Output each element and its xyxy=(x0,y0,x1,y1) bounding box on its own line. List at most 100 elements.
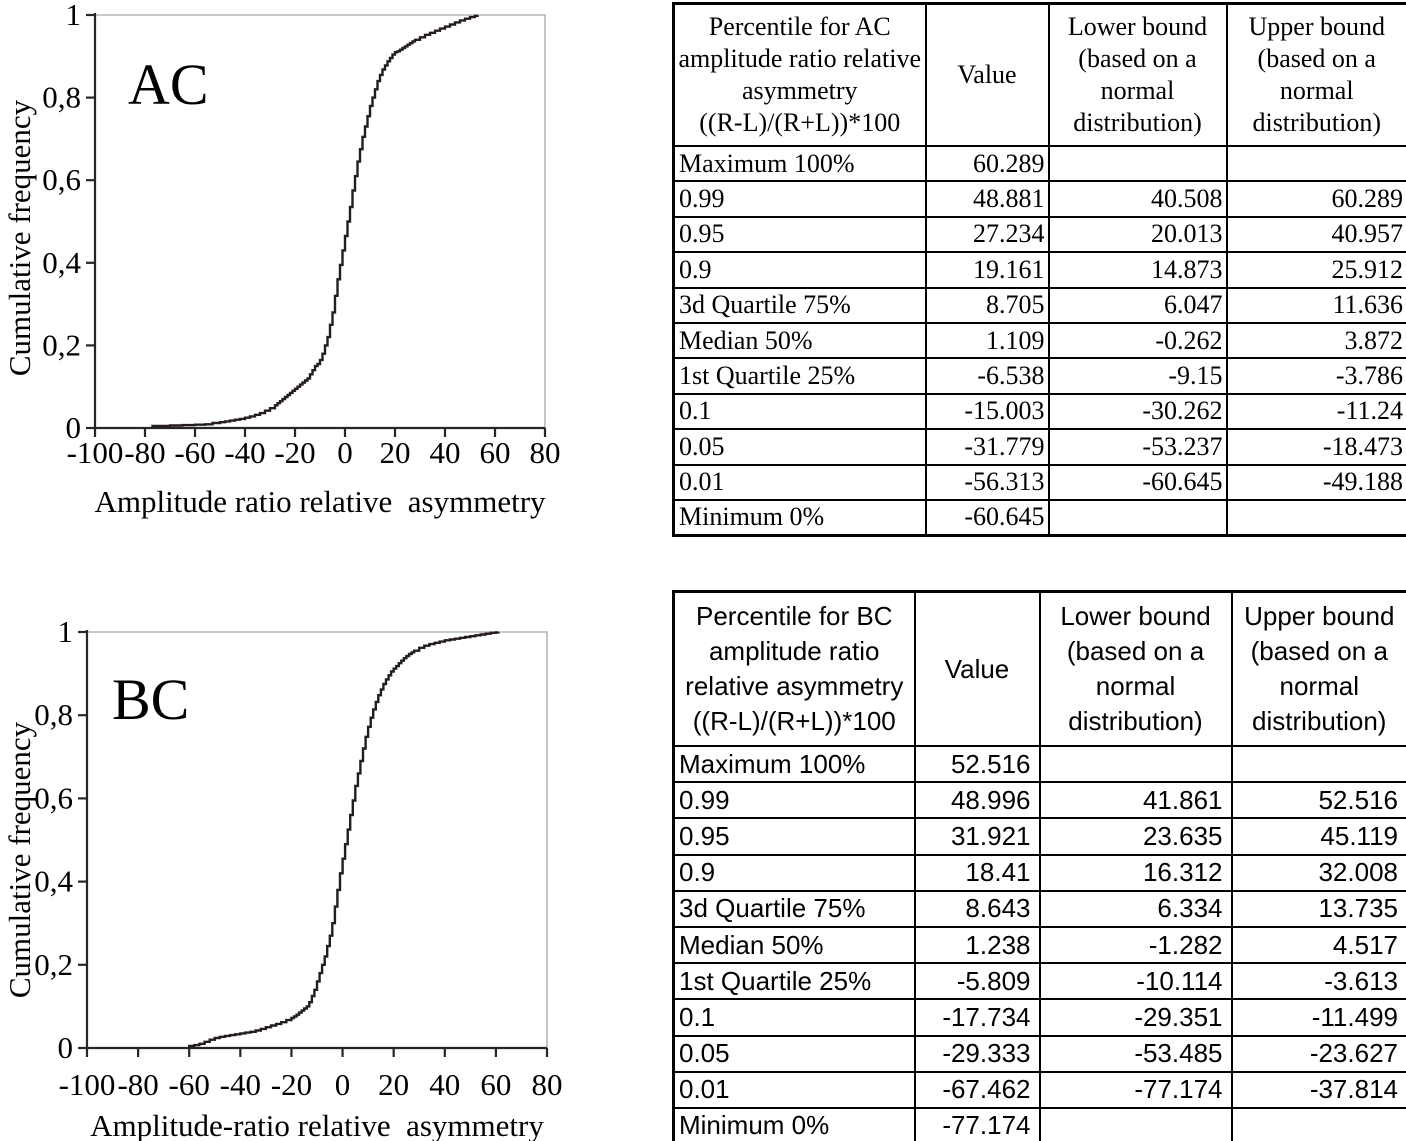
table-row: Minimum 0% -77.174 xyxy=(672,1106,1406,1141)
value-cell: 20.013 xyxy=(1047,215,1228,254)
y-tick-label: 0 xyxy=(66,410,82,445)
value-cell: 14.873 xyxy=(1047,251,1228,289)
value-cell: -60.645 xyxy=(1047,463,1228,501)
percentile-table-bc: Percentile for BC amplitude ratio relati… xyxy=(672,590,1406,1141)
table-row: 1st Quartile 25% -6.538 -9.15 -3.786 xyxy=(672,357,1406,395)
table-row: 1st Quartile 25% -5.809 -10.114 -3.613 xyxy=(672,962,1406,1001)
x-tick-label: 60 xyxy=(480,1067,511,1102)
x-tick-label: -60 xyxy=(174,435,215,470)
percentile-label-cell: 0.9 xyxy=(672,853,916,892)
y-tick-label: 1 xyxy=(66,0,82,32)
value-cell: -29.351 xyxy=(1038,998,1233,1037)
table-row: 0.1 -15.003 -30.262 -11.24 xyxy=(672,392,1406,431)
y-axis-title: Cumulative frequency xyxy=(2,721,37,998)
y-tick-label: 0,4 xyxy=(34,864,73,899)
value-cell: 11.636 xyxy=(1225,286,1406,324)
value-cell: -6.538 xyxy=(924,357,1050,395)
table-row: 0.9 18.41 16.312 32.008 xyxy=(672,853,1406,892)
cumulative-chart-ac-svg: -100 -80 -60 -40 -20 0 20 40 60 80 0 0,2 0,4 0,6 0,8 1 A… xyxy=(2,0,561,519)
table-row: 0.01 -67.462 -77.174 -37.814 xyxy=(672,1070,1406,1109)
value-cell: -18.473 xyxy=(1225,428,1406,466)
table-header-row: Percentile for AC amplitude ratio relati… xyxy=(672,2,1406,147)
x-tick-label: 0 xyxy=(335,1067,351,1102)
table-row: 0.1 -17.734 -29.351 -11.499 xyxy=(672,998,1406,1037)
percentile-label-cell: 1st Quartile 25% xyxy=(672,357,927,395)
percentile-label-cell: 0.1 xyxy=(672,392,927,431)
value-cell: 13.735 xyxy=(1230,889,1406,928)
cumulative-chart-ac: -100 -80 -60 -40 -20 0 20 40 60 80 0 0,2 0,4 0,6 0,8 1 A… xyxy=(0,0,640,548)
table-header-cell-2: Lower bound (based on a normal distribut… xyxy=(1047,2,1228,147)
percentile-label-cell: Maximum 100% xyxy=(672,144,927,183)
percentile-table-ac-body: Maximum 100% 60.289 0.99 48.881 40.508 60.289… xyxy=(672,144,1406,537)
table-row: Maximum 100% 60.289 xyxy=(672,144,1406,183)
value-cell: -53.485 xyxy=(1038,1034,1233,1073)
value-cell: 60.289 xyxy=(1225,180,1406,218)
value-cell: 8.705 xyxy=(924,286,1050,324)
table-header-row: Percentile for BC amplitude ratio relati… xyxy=(672,590,1406,747)
percentile-label-cell: Minimum 0% xyxy=(672,498,927,537)
value-cell: 31.921 xyxy=(913,817,1041,856)
value-cell: 48.881 xyxy=(924,180,1050,218)
percentile-label-cell: 0.95 xyxy=(672,817,916,856)
percentile-label-cell: 0.95 xyxy=(672,215,927,254)
chart-letter-label: BC xyxy=(112,667,189,732)
value-cell: -23.627 xyxy=(1230,1034,1406,1073)
percentile-label-cell: 0.01 xyxy=(672,1070,916,1109)
y-tick-label: 0,2 xyxy=(42,327,81,362)
value-cell: -15.003 xyxy=(924,392,1050,431)
value-cell: 40.957 xyxy=(1225,215,1406,254)
x-tick-label: 0 xyxy=(337,435,353,470)
value-cell: -1.282 xyxy=(1038,925,1233,965)
value-cell: -9.15 xyxy=(1047,357,1228,395)
table-header-cell-3: Upper bound (based on a normal distribut… xyxy=(1225,2,1406,147)
table-row: 0.05 -31.779 -53.237 -18.473 xyxy=(672,428,1406,466)
table-row: 0.01 -56.313 -60.645 -49.188 xyxy=(672,463,1406,501)
x-axis-title: Amplitude-ratio relative asymmetry xyxy=(90,1108,544,1141)
value-cell xyxy=(1038,744,1233,784)
table-row: Median 50% 1.238 -1.282 4.517 xyxy=(672,925,1406,965)
x-tick-label: 20 xyxy=(380,435,411,470)
table-row: 0.99 48.996 41.861 52.516 xyxy=(672,781,1406,820)
value-cell: -37.814 xyxy=(1230,1070,1406,1109)
value-cell: -60.645 xyxy=(924,498,1050,537)
value-cell: 52.516 xyxy=(913,744,1041,784)
percentile-label-cell: 0.01 xyxy=(672,463,927,501)
value-cell xyxy=(1225,144,1406,183)
value-cell: -31.779 xyxy=(924,428,1050,466)
y-tick-label: 0,2 xyxy=(34,947,73,982)
x-tick-label: 80 xyxy=(532,1067,563,1102)
value-cell xyxy=(1047,498,1228,537)
x-tick-label: 40 xyxy=(429,1067,460,1102)
table-row: 0.99 48.881 40.508 60.289 xyxy=(672,180,1406,218)
value-cell xyxy=(1230,744,1406,784)
value-cell xyxy=(1047,144,1228,183)
x-tick-label: -40 xyxy=(220,1067,261,1102)
value-cell: 23.635 xyxy=(1038,817,1233,856)
y-axis-title: Cumulative frequency xyxy=(2,99,37,376)
value-cell: -67.462 xyxy=(913,1070,1041,1109)
table-row: 0.05 -29.333 -53.485 -23.627 xyxy=(672,1034,1406,1073)
value-cell: 4.517 xyxy=(1230,925,1406,965)
value-cell: -11.499 xyxy=(1230,998,1406,1037)
x-tick-label: -100 xyxy=(59,1067,116,1102)
x-tick-label: -20 xyxy=(271,1067,312,1102)
x-tick-label: 40 xyxy=(430,435,461,470)
value-cell: -77.174 xyxy=(913,1106,1041,1141)
chart-letter-label: AC xyxy=(128,52,209,117)
table-header-cell-2: Lower bound (based on a normal distribut… xyxy=(1038,590,1233,747)
value-cell: 25.912 xyxy=(1225,251,1406,289)
value-cell: 6.334 xyxy=(1038,889,1233,928)
percentile-label-cell: 3d Quartile 75% xyxy=(672,286,927,324)
value-cell: -17.734 xyxy=(913,998,1041,1037)
y-tick-label: 0,6 xyxy=(34,780,73,815)
percentile-label-cell: 0.99 xyxy=(672,180,927,218)
percentile-label-cell: 0.9 xyxy=(672,251,927,289)
percentile-table-bc-body: Maximum 100% 52.516 0.99 48.996 41.861 52.516… xyxy=(672,744,1406,1141)
percentile-table-bc-head: Percentile for BC amplitude ratio relati… xyxy=(672,590,1406,747)
percentile-label-cell: 0.99 xyxy=(672,781,916,820)
x-tick-label: -80 xyxy=(124,435,165,470)
table-header-cell-0: Percentile for BC amplitude ratio relati… xyxy=(672,590,916,747)
value-cell: 1.238 xyxy=(913,925,1041,965)
percentile-label-cell: Minimum 0% xyxy=(672,1106,916,1141)
cumulative-chart-bc-svg: -100 -80 -60 -40 -20 0 20 40 60 80 0 0,2 0,4 0,6 0,8 1 A… xyxy=(2,614,563,1141)
